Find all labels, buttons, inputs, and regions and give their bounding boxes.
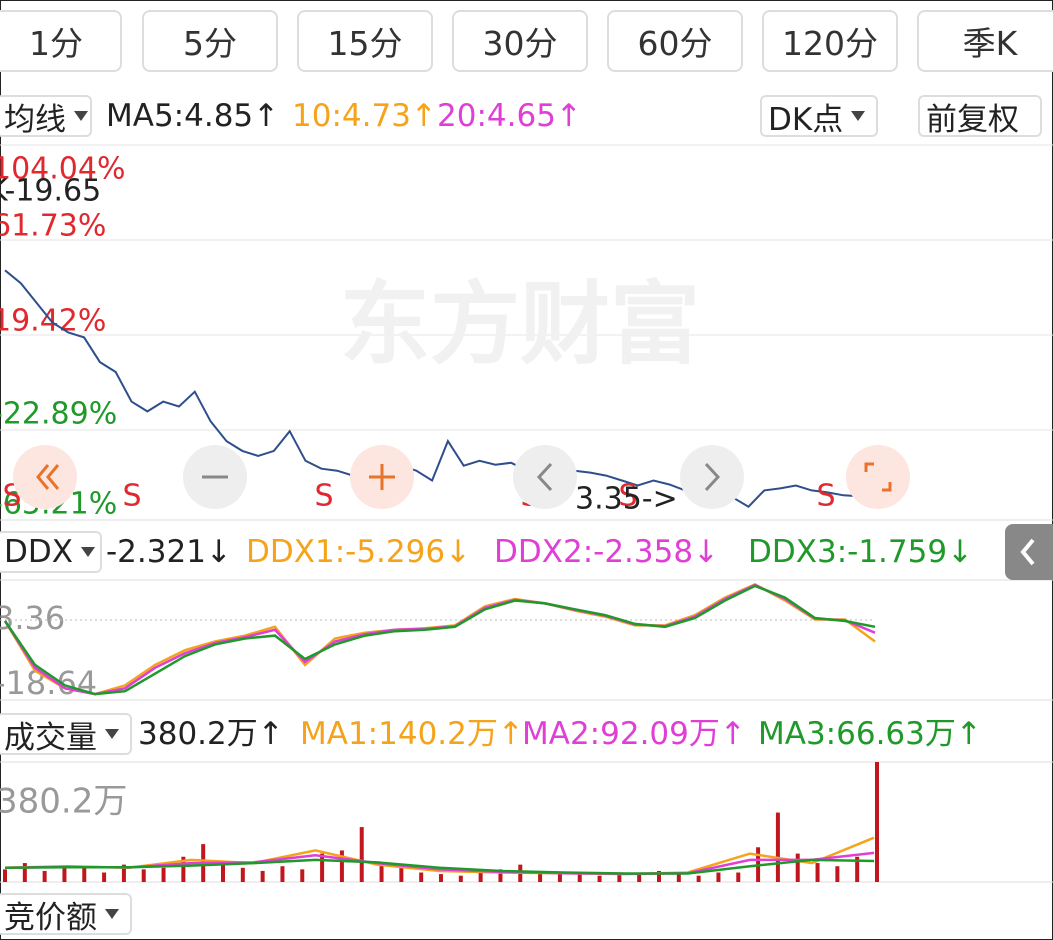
dk-selector[interactable]: DK点 [760, 95, 878, 138]
ddx-axis-label: -18.64 [0, 664, 97, 702]
volume-bar [280, 866, 285, 882]
volume-bar [3, 869, 7, 882]
volume-bar [439, 874, 443, 882]
volume-bar [121, 864, 126, 882]
volume-bar [577, 874, 582, 882]
volume-bar [557, 872, 562, 882]
ddx1-label: DDX1:-5.296↓ [246, 534, 472, 570]
volume-bar [657, 870, 661, 882]
icon [536, 462, 553, 492]
ma2-label: MA2:92.09万↑ [522, 716, 746, 752]
sell-marker: S [816, 479, 835, 514]
volume-bar [716, 872, 721, 882]
prev-fast-button[interactable] [13, 445, 77, 509]
ma5-label: MA5:4.85↑ [106, 98, 280, 134]
sell-marker: S [618, 479, 637, 514]
nav-buttons [13, 445, 910, 509]
volume-bar [320, 853, 325, 882]
period-tab[interactable]: 15分 [297, 10, 433, 72]
ddx-line [3, 584, 876, 696]
volume-bar [339, 850, 344, 882]
volume-bar [676, 874, 681, 882]
volume-bar [815, 863, 820, 882]
ma20-label: 20:4.65↑ [437, 98, 582, 134]
k-label: K-19.65 [0, 174, 101, 209]
volume-bar [419, 872, 424, 882]
icon [704, 462, 721, 492]
volume-bar [141, 869, 146, 882]
volume-bar [478, 872, 483, 882]
volume-bar [637, 872, 642, 882]
watermark: 东方财富 [340, 272, 700, 377]
volume-bar [359, 827, 364, 882]
next-button[interactable] [680, 445, 744, 509]
ma10-label: 10:4.73↑ [292, 98, 437, 134]
volume-bar [875, 762, 879, 882]
prev-button[interactable] [513, 445, 577, 509]
ddx-line [3, 583, 876, 696]
percent-label: 19.42% [0, 304, 106, 339]
volume-axis-label: 380.2万 [0, 782, 127, 822]
volume-selector[interactable]: 成交量 [0, 713, 132, 756]
period-tab[interactable]: 30分 [452, 10, 588, 72]
ddx-value: -2.321↓ [106, 534, 232, 570]
volume-bar [62, 866, 67, 882]
ddx-selector[interactable]: DDX [0, 531, 102, 573]
period-tab[interactable]: 1分 [0, 10, 122, 72]
period-tab[interactable]: 季K [917, 10, 1053, 72]
icon [36, 464, 50, 490]
icon [882, 482, 892, 492]
volume-bar [855, 856, 860, 882]
volume-value: 380.2万↑ [138, 716, 284, 752]
sell-marker: S [122, 479, 141, 514]
volume-bar [696, 875, 701, 882]
adjust-button[interactable]: 前复权 [918, 95, 1042, 138]
percent-label: 104.04% [0, 152, 125, 187]
period-tab[interactable]: 120分 [762, 10, 898, 72]
ma3-label: MA3:66.63万↑ [758, 716, 982, 752]
volume-bar [22, 863, 27, 882]
volume-ma-line [4, 858, 875, 875]
volume-bar [617, 874, 622, 882]
volume-bar [458, 875, 463, 882]
volume-bar [399, 867, 404, 882]
volume-bar [240, 867, 245, 882]
ddx2-label: DDX2:-2.358↓ [494, 534, 720, 570]
volume-bar [498, 869, 503, 882]
volume-bar [597, 875, 602, 882]
volume-bar [775, 812, 780, 882]
min-label: 3.35-> [575, 482, 678, 517]
side-tab[interactable] [1005, 524, 1053, 580]
icon [46, 464, 60, 490]
volume-bar [736, 872, 741, 882]
expand-button[interactable] [846, 445, 910, 509]
ma-selector[interactable]: 均线 [0, 95, 92, 138]
volume-bar [102, 872, 107, 882]
volume-bar [42, 870, 47, 882]
volume-bar [181, 856, 186, 882]
period-tab[interactable]: 60分 [607, 10, 743, 72]
percent-label: 61.73% [0, 209, 106, 244]
period-tab[interactable]: 5分 [142, 10, 278, 72]
percent-label: -22.89% [0, 397, 117, 432]
sell-marker: S [314, 479, 333, 514]
volume-bar [260, 870, 265, 882]
side-tab-icon [1020, 538, 1035, 566]
icon [864, 462, 874, 472]
volume-bar [835, 866, 840, 882]
volume-bar [795, 853, 800, 882]
bottom-selector[interactable]: 竞价额 [0, 893, 132, 936]
ddx3-label: DDX3:-1.759↓ [748, 534, 974, 570]
volume-bar [379, 863, 384, 882]
volume-bar [538, 870, 543, 882]
ma1-label: MA1:140.2万↑ [300, 716, 524, 752]
volume-bar [221, 863, 225, 882]
volume-bar [161, 867, 166, 882]
volume-bar [300, 869, 305, 882]
volume-bar [82, 867, 87, 882]
